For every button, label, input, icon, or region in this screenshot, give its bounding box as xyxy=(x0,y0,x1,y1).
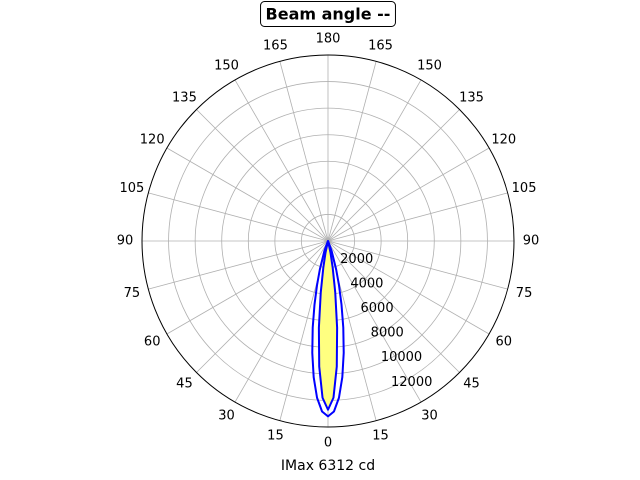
radial-tick-label: 4000 xyxy=(350,277,383,292)
angular-tick-label: 75 xyxy=(124,286,141,301)
angular-tick-label: 165 xyxy=(368,38,393,53)
angular-tick-label: 105 xyxy=(120,181,145,196)
radial-tick-label: 10000 xyxy=(381,350,422,365)
angular-tick-label: 135 xyxy=(172,91,197,106)
angular-grid-line xyxy=(327,109,460,242)
angular-tick-label: 150 xyxy=(214,59,239,74)
angular-tick-label: 30 xyxy=(421,408,438,423)
plot xyxy=(311,240,345,418)
angular-tick-label: 165 xyxy=(263,38,288,53)
angular-tick-label: 30 xyxy=(218,408,235,423)
angular-grid-line xyxy=(327,79,422,242)
angular-grid-line xyxy=(327,192,508,242)
angular-grid-line xyxy=(327,240,508,290)
angular-grid-line xyxy=(166,147,329,242)
angular-grid-line xyxy=(327,61,377,242)
angular-tick-label: 15 xyxy=(267,429,284,444)
angular-tick-label: 150 xyxy=(417,59,442,74)
angular-grid-line xyxy=(327,240,490,335)
angular-grid-line xyxy=(234,79,329,242)
angular-grid-line xyxy=(166,240,329,335)
angular-tick-label: 120 xyxy=(140,133,165,148)
radial-tick-label: 6000 xyxy=(361,301,394,316)
radial-tick-label: 12000 xyxy=(391,375,432,390)
angular-grid-line xyxy=(327,147,490,242)
radial-tick-label: 8000 xyxy=(371,326,404,341)
angular-tick-label: 135 xyxy=(459,91,484,106)
angular-grid-line xyxy=(279,61,329,242)
chart-title: Beam angle -- xyxy=(266,5,391,24)
polar-frame xyxy=(141,54,515,428)
angular-grid-line xyxy=(148,240,329,290)
angular-grid-line xyxy=(148,192,329,242)
x-axis-label: IMax 6312 cd xyxy=(281,458,375,474)
angular-tick-label: 180 xyxy=(316,32,341,47)
angular-grid-line xyxy=(234,240,329,403)
angular-tick-label: 75 xyxy=(516,286,533,301)
angular-tick-label: 120 xyxy=(491,133,516,148)
angular-tick-label: 0 xyxy=(324,436,332,451)
angular-tick-label: 105 xyxy=(512,181,537,196)
angular-grid-line xyxy=(196,109,329,242)
angular-tick-label: 45 xyxy=(176,376,193,391)
angular-tick-label: 15 xyxy=(372,429,389,444)
angular-tick-label: 45 xyxy=(463,376,480,391)
angular-grid-line xyxy=(196,240,329,373)
angular-tick-label: 90 xyxy=(523,234,540,249)
angular-grid-line xyxy=(327,240,422,403)
series-line xyxy=(311,240,345,418)
angular-tick-label: 60 xyxy=(144,335,161,350)
radial-tick-label: 2000 xyxy=(340,252,373,267)
angular-tick-label: 60 xyxy=(496,335,513,350)
series-line xyxy=(317,240,339,411)
title-box xyxy=(260,1,396,27)
angular-tick-label: 90 xyxy=(117,234,134,249)
angular-grid-line xyxy=(327,240,460,373)
